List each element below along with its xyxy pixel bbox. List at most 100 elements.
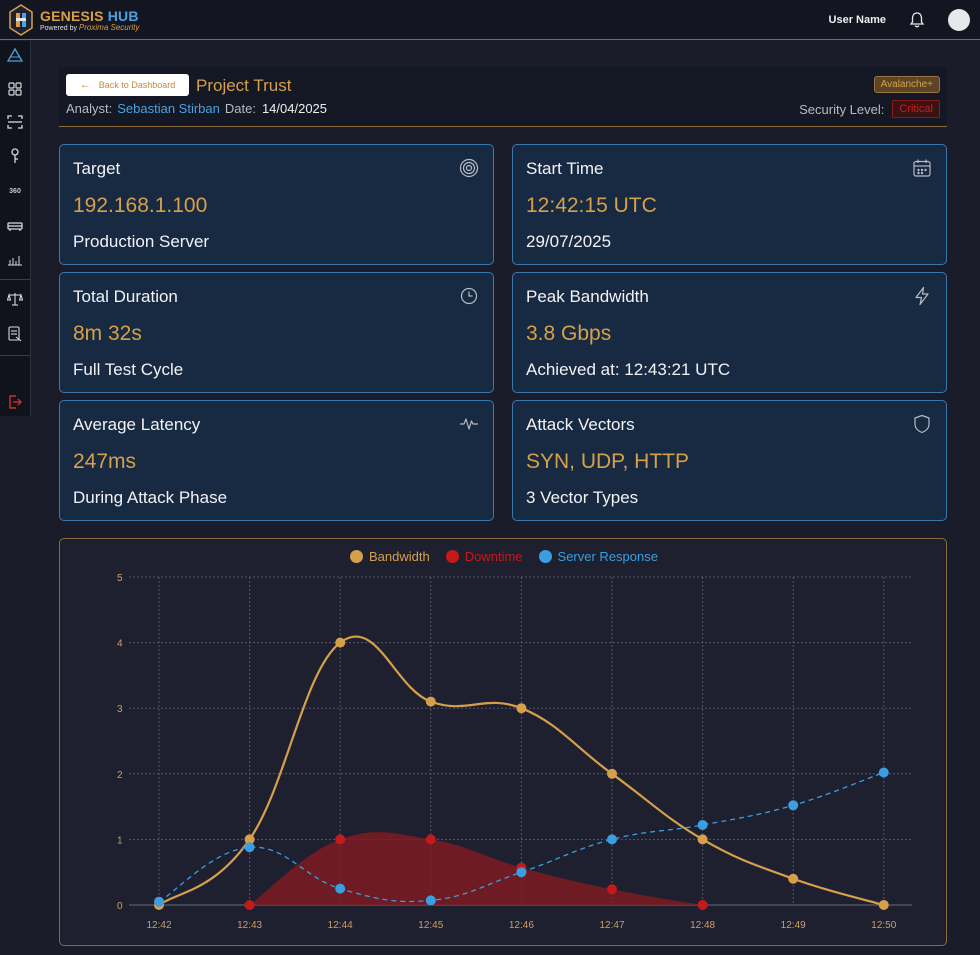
key-icon[interactable] bbox=[6, 147, 24, 165]
sidebar: 360 bbox=[0, 41, 31, 416]
series-server-response-point bbox=[878, 767, 889, 778]
calendar-icon bbox=[913, 159, 931, 177]
sidebar-divider bbox=[0, 279, 31, 280]
clock-icon bbox=[460, 287, 478, 305]
security-level: Security Level: Critical bbox=[799, 100, 940, 118]
card-title: Peak Bandwidth bbox=[526, 287, 649, 306]
powered-by-label: Powered by bbox=[40, 24, 77, 32]
series-server-response-point bbox=[788, 800, 799, 811]
y-tick-label: 0 bbox=[117, 901, 123, 912]
project-header: ← Back to Dashboard Project Trust Analys… bbox=[59, 67, 947, 127]
series-server-response-point bbox=[244, 842, 255, 853]
legend-item-server-response[interactable]: Server Response bbox=[538, 549, 658, 564]
legend-label: Bandwidth bbox=[369, 549, 430, 564]
bell-icon[interactable] bbox=[908, 11, 926, 29]
y-tick-label: 3 bbox=[117, 704, 123, 715]
arrow-left-icon: ← bbox=[79, 79, 91, 91]
back-to-dashboard-button[interactable]: ← Back to Dashboard bbox=[66, 74, 189, 96]
card-title: Attack Vectors bbox=[526, 415, 635, 434]
user-name[interactable]: User Name bbox=[828, 14, 886, 26]
series-server-response-line bbox=[158, 771, 885, 903]
attack-metrics-chart: Bandwidth Downtime Server Response 0 1 2 3 4… bbox=[59, 538, 947, 946]
genesis-logo-icon bbox=[9, 4, 33, 36]
series-downtime-point bbox=[244, 900, 255, 910]
series-server-response-point bbox=[697, 819, 708, 830]
legend-swatch bbox=[350, 550, 364, 563]
target-icon bbox=[459, 158, 479, 178]
series-server-response-point bbox=[425, 895, 436, 906]
back-button-label: Back to Dashboard bbox=[98, 80, 176, 90]
report-icon[interactable] bbox=[6, 325, 24, 343]
tier-badge: Avalanche+ bbox=[873, 76, 940, 93]
series-bandwidth-point bbox=[244, 834, 255, 845]
card-title: Target bbox=[73, 159, 121, 178]
x-tick-label: 12:48 bbox=[690, 920, 715, 931]
chart-plot: 0 1 2 3 4 5 12:42 12:43 12:44 12:45 12:46 12:47 12:4… bbox=[117, 573, 912, 931]
series-bandwidth-point bbox=[697, 834, 708, 845]
x-tick-label: 12:47 bbox=[599, 920, 624, 931]
shield-icon bbox=[914, 414, 930, 434]
x-tick-label: 12:42 bbox=[146, 920, 171, 931]
bar-chart-icon[interactable] bbox=[6, 250, 24, 268]
series-server-response-point bbox=[335, 883, 346, 894]
sidebar-divider bbox=[0, 355, 31, 356]
card-subtitle: 29/07/2025 bbox=[526, 232, 612, 251]
lightning-icon bbox=[915, 286, 929, 306]
logout-icon[interactable] bbox=[6, 393, 24, 411]
series-bandwidth-point bbox=[516, 703, 527, 714]
vehicle-icon[interactable] bbox=[6, 217, 24, 235]
date-label: Date: bbox=[224, 101, 256, 116]
brand-name-hub: HUB bbox=[107, 7, 139, 24]
start-time-card: Start Time 12:42:15 UTC 29/07/2025 bbox=[512, 144, 947, 265]
grid-icon[interactable] bbox=[6, 80, 24, 98]
series-bandwidth-point bbox=[607, 768, 617, 779]
series-downtime-point bbox=[697, 900, 708, 910]
y-tick-label: 2 bbox=[117, 770, 123, 781]
total-duration-card: Total Duration 8m 32s Full Test Cycle bbox=[59, 272, 494, 393]
pulse-icon bbox=[460, 418, 478, 430]
card-subtitle: Full Test Cycle bbox=[73, 360, 184, 379]
x-tick-label: 12:49 bbox=[781, 920, 806, 931]
series-downtime-point bbox=[335, 834, 346, 845]
y-tick-label: 1 bbox=[117, 835, 123, 846]
series-bandwidth-point bbox=[878, 900, 889, 910]
y-tick-label: 4 bbox=[117, 639, 123, 650]
analyst-label: Analyst: bbox=[66, 101, 113, 116]
chart-legend: Bandwidth Downtime Server Response bbox=[60, 549, 948, 564]
avatar[interactable] bbox=[948, 9, 970, 31]
powered-by-name: Proxima Security bbox=[78, 22, 140, 32]
card-value: 192.168.1.100 bbox=[73, 194, 208, 217]
attack-vectors-card: Attack Vectors SYN, UDP, HTTP 3 Vector T… bbox=[512, 400, 947, 521]
legend-swatch bbox=[538, 550, 552, 563]
y-tick-label: 5 bbox=[117, 573, 123, 584]
legend-label: Downtime bbox=[464, 549, 523, 564]
scales-icon[interactable] bbox=[6, 290, 24, 308]
card-value: 8m 32s bbox=[73, 322, 142, 345]
x-tick-label: 12:46 bbox=[509, 920, 534, 931]
analyst-name-link[interactable]: Sebastian Stirban bbox=[117, 101, 220, 116]
card-value: 247ms bbox=[73, 450, 137, 473]
x-tick-label: 12:45 bbox=[418, 920, 443, 931]
peak-bandwidth-card: Peak Bandwidth 3.8 Gbps Achieved at: 12:… bbox=[512, 272, 947, 393]
series-downtime-area bbox=[249, 832, 703, 905]
security-level-badge: Critical bbox=[892, 100, 940, 118]
card-title: Average Latency bbox=[73, 415, 201, 434]
brand-logo[interactable]: GENESIS HUB Powered by Proxima Security bbox=[8, 4, 139, 36]
x-tick-label: 12:50 bbox=[871, 920, 896, 931]
card-subtitle: 3 Vector Types bbox=[526, 488, 639, 507]
legend-swatch bbox=[445, 550, 459, 563]
legend-label: Server Response bbox=[557, 549, 658, 564]
card-subtitle: Achieved at: 12:43:21 UTC bbox=[526, 360, 731, 379]
card-title: Start Time bbox=[526, 159, 604, 178]
legend-item-bandwidth[interactable]: Bandwidth bbox=[350, 549, 430, 564]
triangle-nav-icon[interactable] bbox=[6, 46, 24, 64]
legend-item-downtime[interactable]: Downtime bbox=[445, 549, 523, 564]
scan-icon[interactable] bbox=[6, 113, 24, 131]
top-bar: GENESIS HUB Powered by Proxima Security … bbox=[0, 0, 980, 40]
360-icon[interactable]: 360 bbox=[9, 187, 21, 195]
series-server-response-point bbox=[516, 867, 527, 878]
series-downtime-point bbox=[607, 884, 617, 895]
series-bandwidth-point bbox=[788, 873, 799, 884]
card-title: Total Duration bbox=[73, 287, 178, 306]
card-value: 12:42:15 UTC bbox=[526, 194, 657, 217]
